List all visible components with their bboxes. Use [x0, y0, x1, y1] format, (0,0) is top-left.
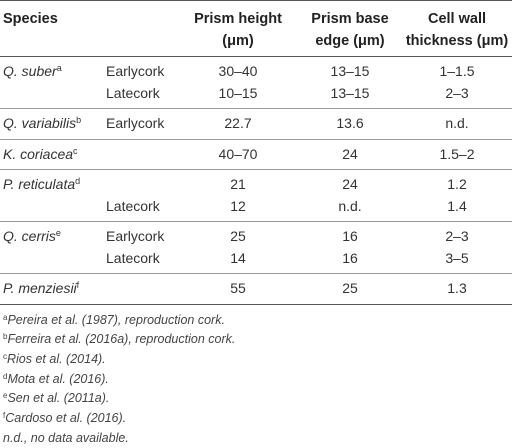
species-cell: [0, 196, 100, 222]
header-type: [100, 1, 178, 57]
header-prism-height-line2: (μm): [222, 33, 253, 49]
prism-height-cell: 22.7: [178, 109, 298, 140]
cell-wall-cell: n.d.: [402, 109, 512, 140]
table-row: Q. cerrise Earlycork 25 16 2–3: [0, 222, 512, 248]
footnote: bFerreira et al. (2016a), reproduction c…: [3, 330, 512, 350]
species-cell: Q. subera: [0, 57, 100, 83]
prism-base-cell: 13–15: [298, 83, 402, 109]
header-cell-wall-line1: Cell wall: [428, 11, 486, 27]
prism-base-cell: 25: [298, 274, 402, 305]
header-cell-wall-line2: thickness (μm): [406, 33, 508, 49]
table-footnotes: aPereira et al. (1987), reproduction cor…: [0, 305, 512, 448]
cork-type-cell: [100, 274, 178, 305]
header-prism-height-line1: Prism height: [194, 11, 282, 27]
table-row: P. menziesiif 55 25 1.3: [0, 274, 512, 305]
species-name: Q. suber: [3, 63, 57, 79]
footnote: cRios et al. (2014).: [3, 350, 512, 370]
species-name: K. coriacea: [3, 146, 73, 162]
prism-base-cell: 24: [298, 170, 402, 196]
footnote: eSen et al. (2011a).: [3, 389, 512, 409]
cell-wall-cell: 1–1.5: [402, 57, 512, 83]
header-cell-wall: Cell wall thickness (μm): [402, 1, 512, 57]
footnote-mark: c: [73, 146, 78, 156]
cork-type-cell: [100, 139, 178, 170]
cell-wall-cell: 2–3: [402, 222, 512, 248]
cork-type-cell: Latecork: [100, 196, 178, 222]
species-cell: [0, 83, 100, 109]
footnote-text: Sen et al. (2011a).: [7, 391, 109, 405]
footnote: fCardoso et al. (2016).: [3, 409, 512, 429]
species-cell: Q. variabilisb: [0, 109, 100, 140]
footnote-mark: f: [77, 280, 80, 290]
footnote-text: n.d., no data available.: [3, 431, 129, 445]
cell-wall-cell: 2–3: [402, 83, 512, 109]
footnote-mark: e: [56, 228, 61, 238]
footnote: aPereira et al. (1987), reproduction cor…: [3, 311, 512, 331]
prism-height-cell: 14: [178, 248, 298, 274]
cork-type-cell: Earlycork: [100, 57, 178, 83]
prism-height-cell: 40–70: [178, 139, 298, 170]
cork-cell-dimensions-table: Species Prism height (μm) Prism base edg…: [0, 0, 512, 305]
species-name: Q. cerris: [3, 228, 56, 244]
cell-wall-cell: 3–5: [402, 248, 512, 274]
prism-base-cell: n.d.: [298, 196, 402, 222]
species-cell: [0, 248, 100, 274]
table-row: Latecork 10–15 13–15 2–3: [0, 83, 512, 109]
prism-base-cell: 24: [298, 139, 402, 170]
cell-wall-cell: 1.2: [402, 170, 512, 196]
prism-base-cell: 13–15: [298, 57, 402, 83]
prism-height-cell: 10–15: [178, 83, 298, 109]
footnote-text: Ferreira et al. (2016a), reproduction co…: [7, 332, 235, 346]
prism-height-cell: 21: [178, 170, 298, 196]
footnote-mark: a: [57, 63, 62, 73]
species-cell: P. reticulatad: [0, 170, 100, 196]
cork-type-cell: Latecork: [100, 248, 178, 274]
prism-base-cell: 16: [298, 222, 402, 248]
cell-wall-cell: 1.3: [402, 274, 512, 305]
footnote: dMota et al. (2016).: [3, 370, 512, 390]
header-prism-base-line1: Prism base: [311, 11, 388, 27]
footnote-text: Pereira et al. (1987), reproduction cork…: [7, 313, 224, 327]
cell-wall-cell: 1.4: [402, 196, 512, 222]
cell-wall-cell: 1.5–2: [402, 139, 512, 170]
species-name: P. reticulata: [3, 176, 75, 192]
table-row: Latecork 12 n.d. 1.4: [0, 196, 512, 222]
footnote-text: Cardoso et al. (2016).: [5, 411, 126, 425]
table-row: Q. variabilisb Earlycork 22.7 13.6 n.d.: [0, 109, 512, 140]
table-row: K. coriaceac 40–70 24 1.5–2: [0, 139, 512, 170]
prism-height-cell: 12: [178, 196, 298, 222]
species-cell: K. coriaceac: [0, 139, 100, 170]
cork-type-cell: Latecork: [100, 83, 178, 109]
header-prism-base-line2: edge (μm): [315, 33, 384, 49]
cork-type-cell: [100, 170, 178, 196]
table-row: P. reticulatad 21 24 1.2: [0, 170, 512, 196]
header-prism-base: Prism base edge (μm): [298, 1, 402, 57]
table-row: Latecork 14 16 3–5: [0, 248, 512, 274]
cork-type-cell: Earlycork: [100, 222, 178, 248]
table-header: Species Prism height (μm) Prism base edg…: [0, 1, 512, 57]
prism-height-cell: 55: [178, 274, 298, 305]
table-row: Q. subera Earlycork 30–40 13–15 1–1.5: [0, 57, 512, 83]
footnote-mark: d: [75, 176, 80, 186]
footnote-no-data: n.d., no data available.: [3, 429, 512, 448]
species-name: Q. variabilis: [3, 115, 76, 131]
species-cell: P. menziesiif: [0, 274, 100, 305]
prism-height-cell: 25: [178, 222, 298, 248]
species-cell: Q. cerrise: [0, 222, 100, 248]
species-name: P. menziesii: [3, 280, 77, 296]
header-species: Species: [0, 1, 100, 57]
footnote-text: Rios et al. (2014).: [7, 352, 106, 366]
footnote-mark: b: [76, 115, 81, 125]
footnote-text: Mota et al. (2016).: [7, 372, 108, 386]
header-prism-height: Prism height (μm): [178, 1, 298, 57]
cork-type-cell: Earlycork: [100, 109, 178, 140]
table-body: Q. subera Earlycork 30–40 13–15 1–1.5 La…: [0, 57, 512, 305]
prism-base-cell: 16: [298, 248, 402, 274]
prism-base-cell: 13.6: [298, 109, 402, 140]
prism-height-cell: 30–40: [178, 57, 298, 83]
header-row: Species Prism height (μm) Prism base edg…: [0, 1, 512, 57]
